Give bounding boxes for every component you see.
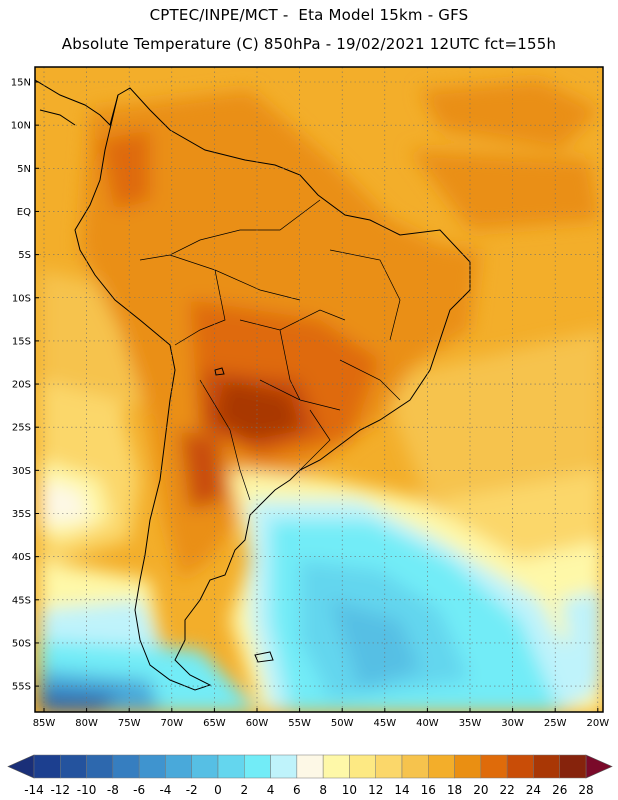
lake-titicaca [214,367,225,376]
colorbar-tick-label: 28 [578,783,593,797]
colorbar-tick-label: -12 [50,783,70,797]
colorbar-tick-label: -2 [186,783,198,797]
colorbar-tick-label: -8 [107,783,119,797]
colorbar-swatch [270,754,298,779]
lat-label: 5N [17,164,31,175]
colorbar-tick-label: 8 [319,783,327,797]
colorbar-tick-label: 20 [473,783,488,797]
title-line-1: CPTEC/INPE/MCT - Eta Model 15km - GFS [149,6,469,24]
lat-label: 15N [11,78,31,89]
lat-label: 25S [12,423,31,434]
colorbar-swatch [217,754,245,779]
lon-label: 45W [373,718,396,729]
colorbar-under-arrow [7,754,35,779]
coastlines [35,79,471,691]
lat-label: 45S [12,595,31,606]
lon-label: 65W [203,718,226,729]
lon-label: 40W [416,718,439,729]
lat-lon-grid [35,67,603,712]
colorbar-tick-label: 14 [394,783,409,797]
latitude-labels: 15N 10N 5N EQ 5S 10S 15S 20S 25S 30S 35S 40S 45S 50S 5… [11,78,39,693]
colorbar-tick-label: 0 [214,783,222,797]
colorbar-tick-label: 12 [368,783,383,797]
lat-label: 40S [12,552,31,563]
lon-label: 70W [160,718,183,729]
colorbar-tick-label: 24 [526,783,541,797]
colorbar-swatch [454,754,482,779]
colorbar-tick-label: -6 [133,783,145,797]
colorbar-over-arrow [585,754,613,779]
colorbar-swatch [138,754,166,779]
lon-label: 25W [544,718,567,729]
lon-label: 35W [459,718,482,729]
colorbar-tick-label: -14 [24,783,44,797]
colorbar-swatch [322,754,350,779]
lon-label: 80W [75,718,98,729]
colorbar-tick-label: 2 [240,783,248,797]
lat-label: 10S [12,293,31,304]
lat-label: 35S [12,509,31,520]
colorbar-swatch [349,754,376,779]
falkland-islands [254,651,274,663]
colorbar-swatch [33,754,61,779]
colorbar-tick-label: -4 [159,783,171,797]
colorbar: -14 -12 -10 -8 -6 -4 -2 0 2 4 6 8 10 12 14 16 18 20 22 24 26… [7,754,613,797]
colorbar-swatch [480,754,508,779]
lat-label: 50S [12,638,31,649]
central-america-coastline [35,79,119,126]
lat-label: EQ [17,207,31,218]
colorbar-swatch [165,754,192,779]
colorbar-swatch [533,754,560,779]
colorbar-swatch [428,754,455,779]
colorbar-tick-label: 10 [342,783,357,797]
colorbar-swatch [191,754,219,779]
lat-label: 10N [11,121,31,132]
title-line-2: Absolute Temperature (C) 850hPa - 19/02/… [61,35,557,53]
colorbar-swatch [112,754,140,779]
colorbar-swatch [244,754,271,779]
colorbar-tick-label: 18 [447,783,462,797]
colorbar-tick-label: 6 [293,783,301,797]
colorbar-tick-label: 22 [500,783,515,797]
lat-label: 5S [18,250,31,261]
colorbar-tick-label: -10 [77,783,97,797]
colorbar-tick-label: 16 [421,783,436,797]
lon-label: 50W [331,718,354,729]
colorbar-swatch [506,754,534,779]
lon-label: 85W [33,718,56,729]
temperature-field [35,67,603,712]
colorbar-swatch [401,754,429,779]
colorbar-swatch [559,754,587,779]
colorbar-swatch [60,754,87,779]
colorbar-tick-label: 4 [267,783,275,797]
lon-label: 75W [118,718,141,729]
colorbar-swatch [375,754,403,779]
colorbar-tick-label: 26 [552,783,567,797]
lon-label: 20W [586,718,609,729]
colorbar-swatch [86,754,114,779]
lon-label: 60W [246,718,269,729]
lat-label: 15S [12,336,31,347]
lat-label: 20S [12,380,31,391]
lat-label: 55S [12,682,31,693]
lon-label: 55W [288,718,311,729]
colorbar-swatch [296,754,324,779]
map-frame [34,66,604,713]
lon-label: 30W [501,718,524,729]
lat-label: 30S [12,466,31,477]
country-borders [139,199,401,501]
south-america-coastline [74,87,471,691]
longitude-labels: 85W 80W 75W 70W 65W 60W 55W 50W 45W 40W 35W 30W 25W 2… [33,708,609,729]
